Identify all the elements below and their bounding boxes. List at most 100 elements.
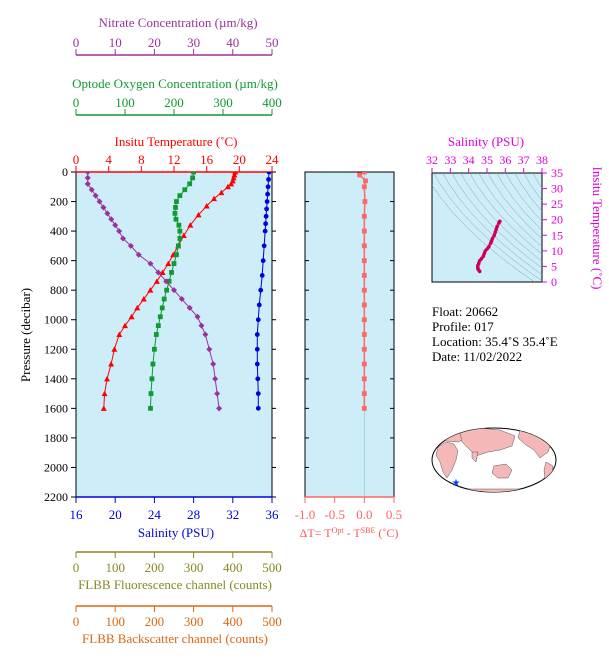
salinity-tick-label: 28 <box>187 507 200 522</box>
ts-x-tick-label: 32 <box>426 153 438 167</box>
salinity-tick-label: 16 <box>70 507 84 522</box>
nitrate-point <box>206 346 213 353</box>
map-land-south-america <box>543 461 554 489</box>
ts-point <box>493 230 498 234</box>
nitrate-point <box>92 192 99 199</box>
pressure-tick-label: 1200 <box>44 342 68 356</box>
ts-y-tick-label: 5 <box>551 259 557 273</box>
ts-x-tick-label: 33 <box>444 153 456 167</box>
backscatter-axis-title: FLBB Backscatter channel (counts) <box>82 631 268 646</box>
oxygen-point <box>148 405 153 411</box>
salinity-point <box>255 405 261 411</box>
delta-t-tick-label: 0.0 <box>356 507 372 522</box>
temperature-tick-label: 8 <box>138 152 145 167</box>
salinity-point <box>255 391 261 396</box>
nitrate-line <box>87 172 220 409</box>
temperature-point <box>230 174 237 181</box>
ts-density-contour <box>478 173 542 248</box>
delta-t-point <box>361 273 367 278</box>
nitrate-point <box>216 405 223 412</box>
ts-density-contour <box>432 184 536 282</box>
temperature-point <box>122 322 128 329</box>
salinity-point <box>260 258 266 264</box>
pressure-tick-label: 1800 <box>44 431 68 445</box>
delta-t-tick-label: -1.0 <box>295 507 316 522</box>
ts-x-tick-label: 34 <box>463 153 475 167</box>
oxygen-point <box>173 216 179 222</box>
oxygen-point <box>177 193 183 199</box>
pressure-tick-label: 800 <box>50 283 68 297</box>
nitrate-point <box>155 269 162 276</box>
main-plot-area <box>75 171 273 498</box>
nitrate-point <box>120 235 127 242</box>
salinity-point <box>264 206 270 212</box>
delta-t-point <box>363 178 368 184</box>
temperature-point <box>134 304 141 311</box>
ts-salinity-axis-title: Salinity (PSU) <box>448 134 524 149</box>
oxygen-point <box>152 346 157 352</box>
oxygen-axis-title: Optode Oxygen Concentration (µm/kg) <box>72 76 278 91</box>
fluorescence-tick-label: 300 <box>184 560 204 575</box>
backscatter-tick-label: 100 <box>105 614 125 629</box>
delta-t-tick-label: -0.5 <box>324 507 345 522</box>
delta-t-point <box>361 346 367 352</box>
salinity-tick-label: 36 <box>266 507 280 522</box>
nitrate-tick-label: 20 <box>148 35 161 50</box>
nitrate-point <box>100 204 107 211</box>
ts-x-tick-label: 38 <box>536 153 548 167</box>
oxygen-point <box>150 361 156 367</box>
oxygen-point <box>176 243 181 249</box>
nitrate-point <box>84 174 91 181</box>
nitrate-point <box>135 251 142 258</box>
delta-t-point <box>361 213 367 219</box>
temperature-point <box>104 375 111 382</box>
pressure-tick-label: 400 <box>50 224 68 238</box>
nitrate-tick-label: 0 <box>73 35 80 50</box>
oxygen-point <box>177 228 183 234</box>
nitrate-point <box>84 180 91 187</box>
oxygen-line <box>149 172 195 409</box>
ts-density-contour <box>496 173 542 231</box>
salinity-point <box>256 302 262 308</box>
oxygen-point <box>157 314 163 320</box>
nitrate-point <box>210 361 217 368</box>
delta-t-point <box>361 172 367 175</box>
backscatter-tick-label: 500 <box>262 614 282 629</box>
nitrate-point <box>186 304 193 311</box>
salinity-tick-label: 32 <box>226 507 239 522</box>
backscatter-tick-label: 400 <box>223 614 243 629</box>
fluorescence-axis-title: FLBB Fluorescence channel (counts) <box>78 577 272 592</box>
pressure-tick-label: 1400 <box>44 372 68 386</box>
ts-density-contour <box>469 173 542 255</box>
fluorescence-tick-label: 400 <box>223 560 243 575</box>
temperature-tick-label: 24 <box>266 152 280 167</box>
temperature-point <box>231 172 238 178</box>
backscatter-tick-label: 200 <box>145 614 165 629</box>
map-land-asia <box>459 428 516 457</box>
ts-y-tick-label: 25 <box>551 197 563 211</box>
ts-point <box>494 227 498 232</box>
ts-point <box>488 241 493 245</box>
temperature-point <box>111 346 118 352</box>
temperature-tick-label: 12 <box>168 152 181 167</box>
temperature-point <box>140 296 147 302</box>
ts-density-contour <box>433 173 542 282</box>
info-location: Location: 35.4˚S 35.4˚E <box>432 334 558 349</box>
nitrate-point <box>147 260 154 267</box>
backscatter-tick-label: 0 <box>73 614 80 629</box>
oxygen-point <box>177 236 183 241</box>
info-profile: Profile: 017 <box>432 319 494 334</box>
oxygen-point <box>155 323 161 329</box>
delta-t-point <box>361 302 367 308</box>
nitrate-tick-label: 30 <box>187 35 200 50</box>
ts-point <box>495 224 499 229</box>
delta-t-point <box>361 287 367 293</box>
salinity-point <box>263 213 269 219</box>
temperature-point <box>218 189 225 196</box>
temperature-tick-label: 4 <box>105 152 112 167</box>
temperature-point <box>101 390 108 397</box>
pressure-tick-label: 0 <box>62 165 68 179</box>
temperature-point <box>159 269 166 275</box>
fluorescence-tick-label: 100 <box>105 560 125 575</box>
